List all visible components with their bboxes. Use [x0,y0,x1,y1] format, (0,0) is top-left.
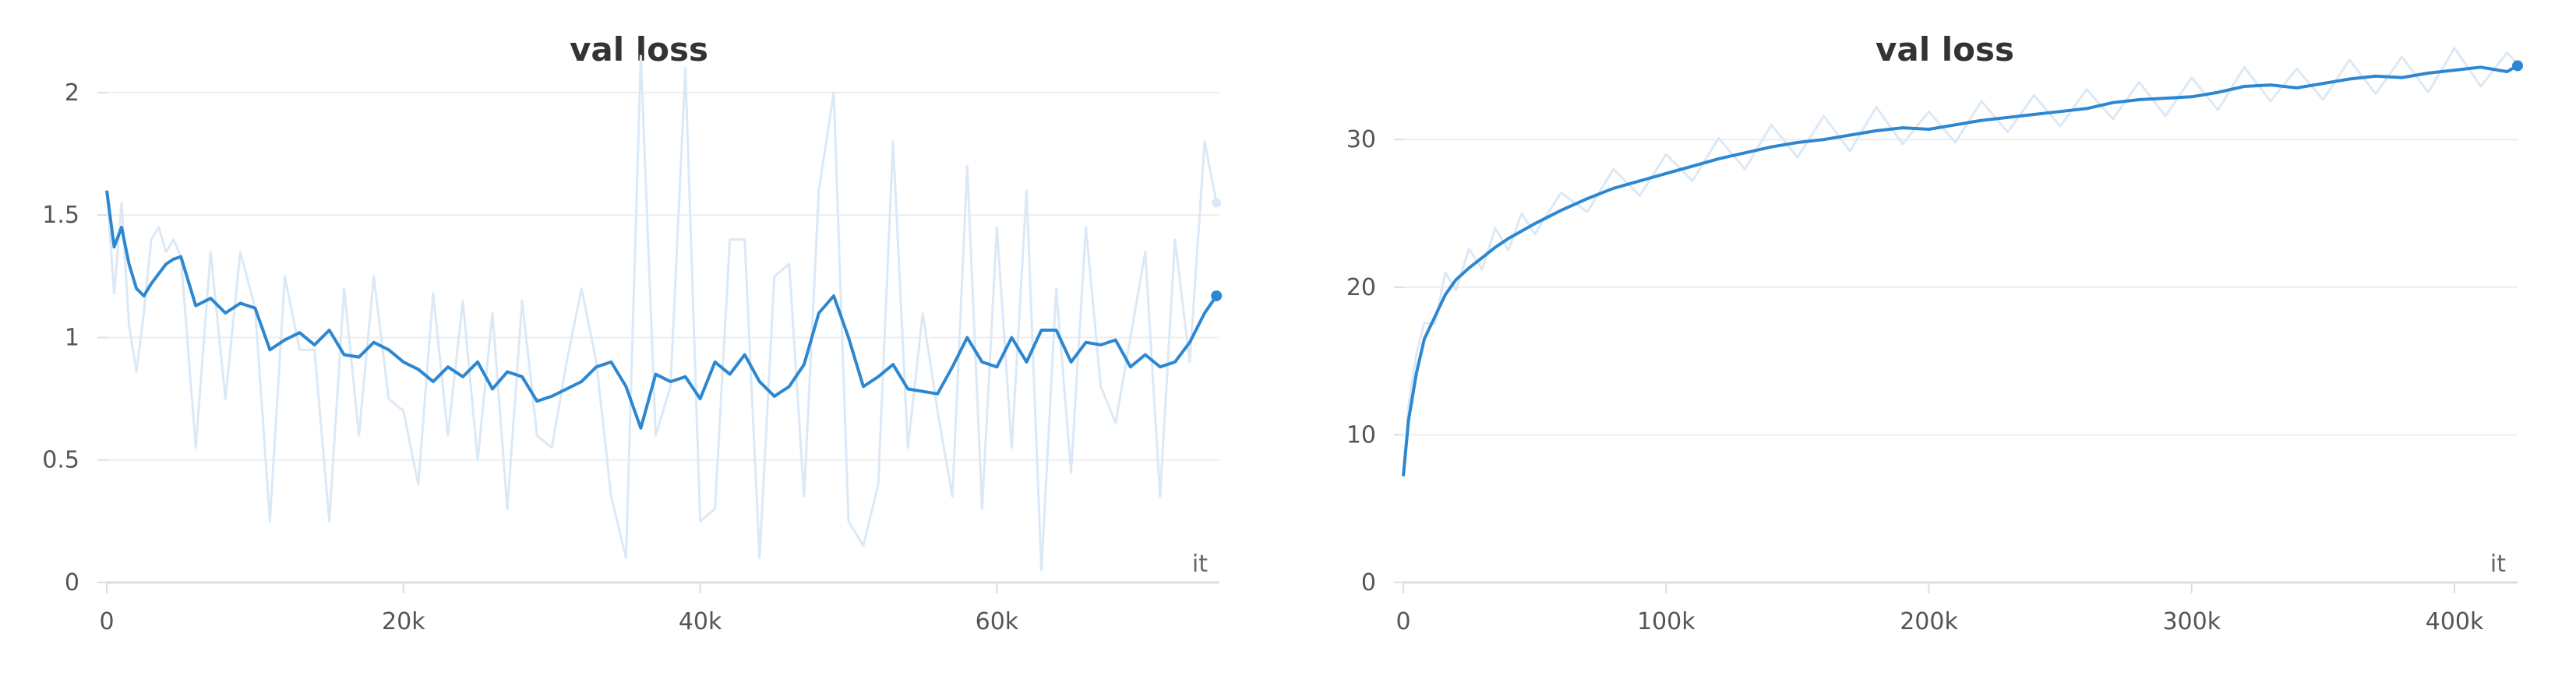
x-tick-label: 40k [679,608,722,635]
chart-title: val loss [1876,30,2014,69]
y-tick-label: 2 [65,79,79,107]
x-tick-label: 400k [2426,608,2484,635]
y-tick-label: 30 [1346,126,1376,153]
y-tick-label: 0.5 [42,447,79,474]
x-tick-label: 0 [1396,608,1410,635]
y-tick-label: 20 [1346,274,1376,301]
smoothed-series-endpoint [2512,60,2523,72]
val-loss-chart-left: val loss 0 0.5 1 1.5 2 0 20k 40k 60k it [42,30,1223,635]
y-tick-label: 1.5 [42,202,79,229]
x-tick-label: 0 [99,608,114,635]
x-tick-label: 20k [382,608,425,635]
y-tick-label: 0 [1361,569,1376,596]
chart-panel-left: val loss 0 0.5 1 1.5 2 0 20k 40k 60k it [42,30,1223,635]
x-tick-label: 300k [2162,608,2221,635]
raw-series-line [1402,47,2519,477]
y-tick-label: 10 [1346,421,1376,449]
x-axis-label: it [2490,551,2506,578]
raw-series-endpoint [1212,198,1222,208]
x-tick-label: 200k [1900,608,1958,635]
x-axis-label: it [1192,551,1208,578]
val-loss-chart-right: val loss 0 10 20 30 0 100k 200k 300k 400k it [1346,30,2523,635]
raw-series-line [105,55,1218,572]
smoothed-series-line [1402,64,2518,477]
y-tick-label: 0 [65,569,79,596]
smoothed-series-line [105,190,1218,430]
smoothed-series-endpoint [1211,290,1223,301]
chart-panel-right: val loss 0 10 20 30 0 100k 200k 300k 400k it [1288,0,2576,679]
chart-title: val loss [570,30,708,69]
x-tick-label: 100k [1637,608,1696,635]
x-tick-label: 60k [976,608,1019,635]
y-tick-label: 1 [65,324,79,351]
